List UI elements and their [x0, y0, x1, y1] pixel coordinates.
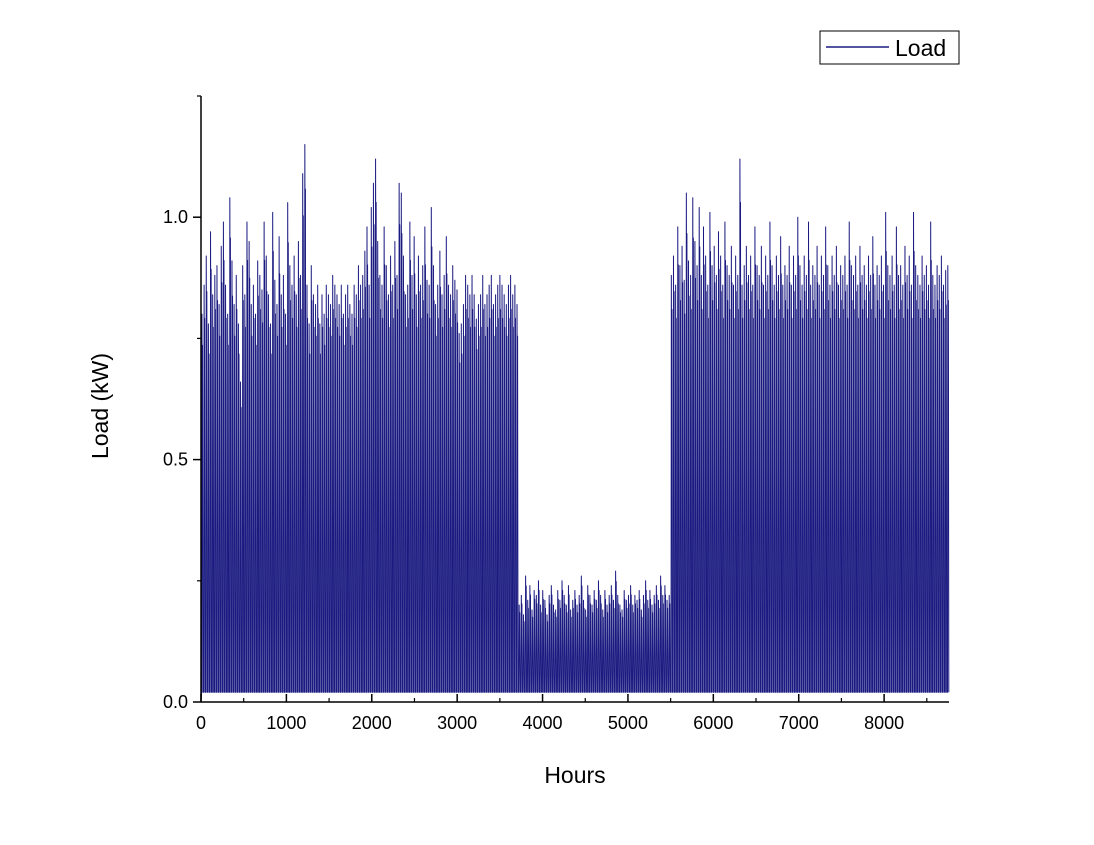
- x-tick-label: 1000: [266, 713, 306, 733]
- series-line-load: [200, 143, 950, 703]
- x-tick-label: 3000: [437, 713, 477, 733]
- x-tick-label: 7000: [779, 713, 819, 733]
- x-tick-label: 2000: [352, 713, 392, 733]
- y-tick-label: 0.0: [163, 692, 188, 712]
- x-tick-label: 5000: [608, 713, 648, 733]
- plot-area: [200, 143, 950, 703]
- legend-label-load: Load: [895, 35, 946, 61]
- x-axis-title: Hours: [544, 762, 605, 788]
- x-tick-label: 0: [196, 713, 206, 733]
- x-tick-label: 4000: [523, 713, 563, 733]
- y-tick-label: 1.0: [163, 207, 188, 227]
- tick-labels: 0 1000 2000 3000 4000 5000 6000 7000 8000 0.0 0.5 1…: [163, 207, 904, 733]
- axes: [193, 95, 949, 703]
- y-tick-label: 0.5: [163, 450, 188, 470]
- y-axis-title: Load (kW): [87, 353, 113, 459]
- x-tick-label: 8000: [864, 713, 904, 733]
- legend: Load: [819, 30, 960, 65]
- x-tick-label: 6000: [693, 713, 733, 733]
